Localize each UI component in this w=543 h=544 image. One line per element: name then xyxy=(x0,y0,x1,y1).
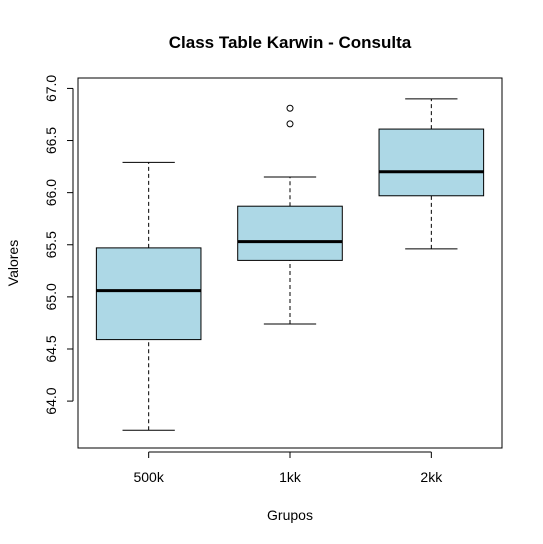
box-500k xyxy=(95,161,202,431)
x-tick-label: 1kk xyxy=(279,469,302,485)
x-axis-label: Grupos xyxy=(267,507,313,523)
box-2kk xyxy=(378,98,485,250)
iqr-box xyxy=(237,205,343,261)
y-tick-label: 67.0 xyxy=(43,75,59,102)
y-tick-label: 65.5 xyxy=(43,231,59,258)
plot-frame xyxy=(77,77,503,449)
y-axis-label: Valores xyxy=(5,240,21,286)
boxes-layer xyxy=(95,98,485,431)
y-tick-label: 66.0 xyxy=(43,179,59,206)
iqr-box xyxy=(378,128,485,197)
x-axis: 500k 1kk 2kk xyxy=(133,451,443,485)
y-tick-label: 65.0 xyxy=(43,283,59,310)
box-1kk xyxy=(237,104,343,325)
outlier-point xyxy=(286,120,294,128)
x-tick-label: 500k xyxy=(133,469,164,485)
chart-title: Class Table Karwin - Consulta xyxy=(169,33,412,52)
y-tick-label: 64.5 xyxy=(43,335,59,362)
outlier-point xyxy=(286,104,294,112)
x-tick-label: 2kk xyxy=(420,469,443,485)
iqr-box xyxy=(95,247,202,341)
y-axis: 64.0 64.5 65.0 65.5 66.0 66.5 67.0 xyxy=(43,75,74,415)
y-tick-label: 64.0 xyxy=(43,387,59,414)
y-tick-label: 66.5 xyxy=(43,127,59,154)
